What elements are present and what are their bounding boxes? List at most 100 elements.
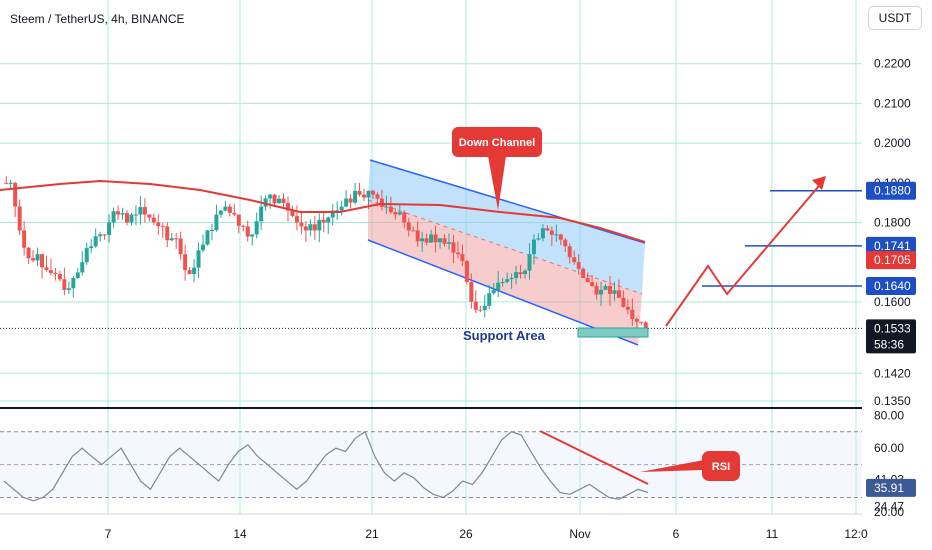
candle-body xyxy=(442,238,447,244)
candle-body xyxy=(451,242,456,253)
rsi-callout-label: RSI xyxy=(712,461,730,473)
candle-body xyxy=(205,230,210,245)
moving-average-line xyxy=(0,179,646,243)
candle-body xyxy=(567,246,572,258)
candle-body xyxy=(384,206,389,208)
candle-body xyxy=(93,236,98,247)
candle-body xyxy=(294,216,299,223)
candle-body xyxy=(80,262,85,273)
candle-body xyxy=(241,225,246,227)
candle-body xyxy=(505,279,510,282)
down-channel-label: Down Channel xyxy=(459,137,535,149)
candle-body xyxy=(84,248,89,263)
candle-body xyxy=(612,290,617,294)
candle-body xyxy=(268,194,273,199)
candle-body xyxy=(183,254,188,271)
candle-body xyxy=(17,206,22,231)
candle-body xyxy=(308,224,313,231)
candle-body xyxy=(594,285,599,295)
candle-body xyxy=(277,198,282,204)
candle-body xyxy=(259,206,264,222)
candle-body xyxy=(116,211,121,215)
rsi-current-label-bg xyxy=(866,478,916,497)
candle-body xyxy=(281,198,286,204)
price-level-label-bg xyxy=(866,251,916,270)
rsi-trendline xyxy=(539,430,649,485)
candle-body xyxy=(424,238,429,243)
time-tick-label: 12:0 xyxy=(844,527,868,541)
candle-body xyxy=(133,214,138,216)
candle-body xyxy=(326,217,331,223)
candle-body xyxy=(48,270,53,273)
candle-body xyxy=(536,238,541,240)
rsi-tick-label: 24.47 xyxy=(874,500,904,514)
candle-body xyxy=(375,194,380,199)
candle-body xyxy=(71,278,76,289)
candle-body xyxy=(66,288,71,290)
candle-body xyxy=(590,282,595,286)
rsi-callout-pointer xyxy=(640,460,704,472)
candle-body xyxy=(227,206,232,213)
candle-body xyxy=(393,212,398,215)
candle-body xyxy=(460,254,465,262)
candle-body xyxy=(527,254,532,271)
rsi-tick-label: 80.00 xyxy=(874,408,904,422)
time-tick-label: 7 xyxy=(105,527,112,541)
candle-body xyxy=(576,262,581,269)
candle-body xyxy=(397,212,402,215)
candle-body xyxy=(634,318,639,322)
price-level-label: 0.1880 xyxy=(874,184,911,198)
candle-body xyxy=(236,214,241,226)
candle-body xyxy=(357,190,362,195)
candle-body xyxy=(13,182,18,207)
down-channel-callout xyxy=(452,127,542,157)
candle-body xyxy=(201,244,206,251)
candle-body xyxy=(572,257,577,263)
candle-body xyxy=(102,234,107,236)
countdown-label: 58:36 xyxy=(874,337,904,351)
currency-button[interactable]: USDT xyxy=(868,6,922,30)
projection-path xyxy=(665,179,825,327)
candle-body xyxy=(317,219,322,231)
time-tick-label: 26 xyxy=(459,527,473,541)
candle-body xyxy=(120,213,125,215)
rsi-tick-label: 60.00 xyxy=(874,441,904,455)
candle-body xyxy=(209,230,214,232)
price-level-label-bg xyxy=(866,276,916,295)
candle-body xyxy=(147,214,152,218)
candle-body xyxy=(366,190,371,198)
candle-body xyxy=(514,272,519,279)
candle-body xyxy=(491,289,496,294)
candle-body xyxy=(523,270,528,275)
candle-body xyxy=(290,210,295,217)
time-tick-label: 11 xyxy=(766,527,779,541)
candle-body xyxy=(639,321,644,323)
candle-body xyxy=(98,234,103,237)
candle-body xyxy=(156,222,161,227)
candle-body xyxy=(402,212,407,223)
candle-body xyxy=(53,272,58,275)
price-level-label-bg xyxy=(866,236,916,255)
annotation-layer: Support Area Down Channel xyxy=(452,127,826,343)
candle-body xyxy=(531,239,536,255)
rsi-tick-label-partial: 20.00 xyxy=(874,505,904,519)
candle-body xyxy=(245,226,250,237)
rsi-layer: RSI xyxy=(0,430,862,502)
time-axis-bg xyxy=(0,514,932,550)
candle-body xyxy=(272,194,277,204)
candle-body xyxy=(263,198,268,207)
candle-body xyxy=(353,190,358,203)
candle-body xyxy=(335,210,340,212)
candle-body xyxy=(469,281,474,302)
time-tick-label: 6 xyxy=(673,527,680,541)
candle-body xyxy=(563,239,568,247)
candle-body xyxy=(429,234,434,243)
candle-body xyxy=(455,252,460,255)
candle-body xyxy=(406,222,411,231)
rsi-current-label: 35.91 xyxy=(874,481,904,495)
channel-mid-line xyxy=(367,199,643,295)
candle-body xyxy=(142,207,147,215)
candle-body xyxy=(545,228,550,231)
price-tick-label: 0.1800 xyxy=(874,215,911,229)
